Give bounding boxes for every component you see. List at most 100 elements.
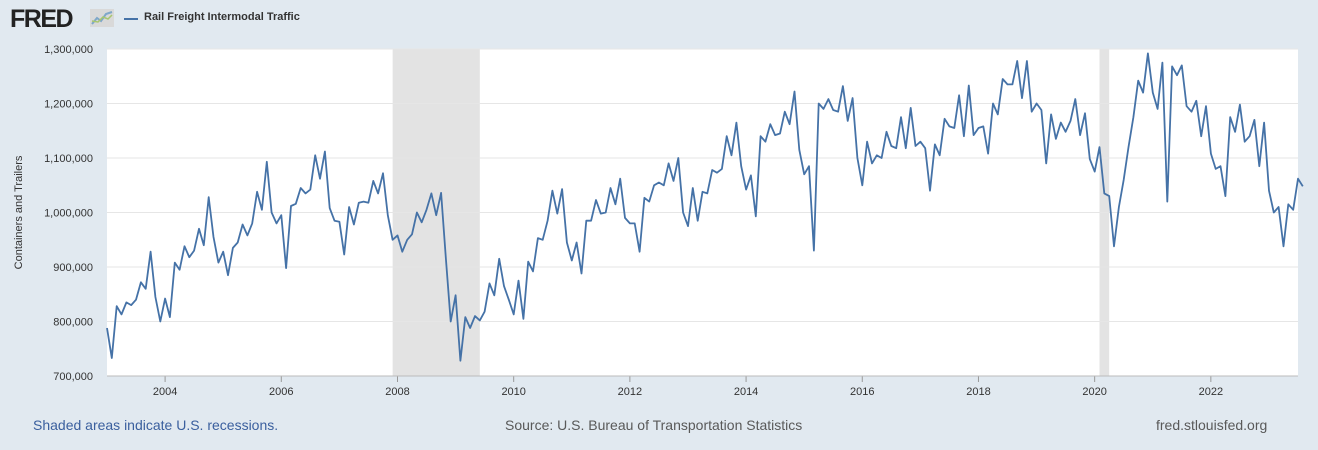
data-point <box>149 251 151 253</box>
data-point <box>430 192 432 194</box>
data-point <box>1297 178 1299 180</box>
data-point <box>803 173 805 175</box>
data-point <box>1229 116 1231 118</box>
chart-header: FRED Rail Freight Intermodal Traffic <box>0 0 1318 40</box>
data-point <box>629 222 631 224</box>
data-point <box>595 199 597 201</box>
data-point <box>208 196 210 198</box>
data-point <box>295 203 297 205</box>
data-point <box>1006 83 1008 85</box>
data-point <box>939 154 941 156</box>
data-point <box>454 294 456 296</box>
data-point <box>605 211 607 213</box>
data-point <box>300 187 302 189</box>
data-point <box>314 154 316 156</box>
data-point <box>1123 179 1125 181</box>
data-point <box>387 214 389 216</box>
data-point <box>241 223 243 225</box>
data-point <box>396 234 398 236</box>
data-point <box>164 297 166 299</box>
data-point <box>1273 211 1275 213</box>
data-point <box>730 154 732 156</box>
data-point <box>348 206 350 208</box>
x-tick-label: 2022 <box>1199 386 1223 398</box>
data-point <box>329 207 331 209</box>
data-point <box>571 259 573 261</box>
data-point <box>851 97 853 99</box>
data-point <box>813 249 815 251</box>
data-point <box>483 311 485 313</box>
data-point <box>721 168 723 170</box>
data-point <box>716 172 718 174</box>
data-point <box>169 316 171 318</box>
data-point <box>1190 111 1192 113</box>
data-point <box>280 214 282 216</box>
data-point <box>1234 131 1236 133</box>
data-point <box>1152 91 1154 93</box>
data-point <box>575 241 577 243</box>
data-point <box>614 203 616 205</box>
data-point <box>590 220 592 222</box>
data-point <box>372 180 374 182</box>
data-point <box>125 301 127 303</box>
data-point <box>106 327 108 329</box>
data-point <box>111 357 113 359</box>
data-point <box>551 190 553 192</box>
data-point <box>958 94 960 96</box>
data-point <box>900 116 902 118</box>
data-point <box>895 147 897 149</box>
data-point <box>445 258 447 260</box>
data-point <box>261 209 263 211</box>
data-point <box>619 178 621 180</box>
data-point <box>537 237 539 239</box>
x-tick-label: 2010 <box>501 386 525 398</box>
y-tick-label: 700,000 <box>53 371 93 383</box>
data-point <box>508 299 510 301</box>
data-point <box>251 222 253 224</box>
data-point <box>1181 64 1183 66</box>
data-point <box>116 305 118 307</box>
data-point <box>1142 91 1144 93</box>
data-point <box>256 191 258 193</box>
data-point <box>987 152 989 154</box>
data-point <box>227 274 229 276</box>
data-point <box>972 134 974 136</box>
data-point <box>735 121 737 123</box>
data-point <box>1200 135 1202 137</box>
fred-logo[interactable]: FRED <box>10 5 74 33</box>
y-tick-label: 1,000,000 <box>44 208 93 220</box>
data-point <box>1118 206 1120 208</box>
data-point <box>764 141 766 143</box>
data-point <box>677 157 679 159</box>
data-point <box>1205 105 1207 107</box>
data-point <box>532 270 534 272</box>
x-tick-label: 2014 <box>734 386 758 398</box>
data-point <box>711 169 713 171</box>
data-point <box>697 220 699 222</box>
data-point <box>135 299 137 301</box>
data-point <box>1210 152 1212 154</box>
data-point <box>755 215 757 217</box>
data-point <box>183 245 185 247</box>
data-point <box>953 127 955 129</box>
data-point <box>338 221 340 223</box>
data-point <box>1108 195 1110 197</box>
site-url[interactable]: fred.stlouisfed.org <box>1156 417 1268 433</box>
x-tick-label: 2020 <box>1082 386 1106 398</box>
data-point <box>416 211 418 213</box>
data-point <box>362 200 364 202</box>
data-point <box>798 149 800 151</box>
data-point <box>421 221 423 223</box>
data-point <box>498 258 500 260</box>
legend-series-label[interactable]: Rail Freight Intermodal Traffic <box>144 11 300 23</box>
data-point <box>914 145 916 147</box>
data-point <box>1277 206 1279 208</box>
data-point <box>1098 146 1100 148</box>
data-point <box>1127 146 1129 148</box>
data-point <box>943 118 945 120</box>
data-point <box>1195 100 1197 102</box>
data-point <box>493 294 495 296</box>
data-point <box>198 228 200 230</box>
data-point <box>154 296 156 298</box>
data-point <box>1292 209 1294 211</box>
